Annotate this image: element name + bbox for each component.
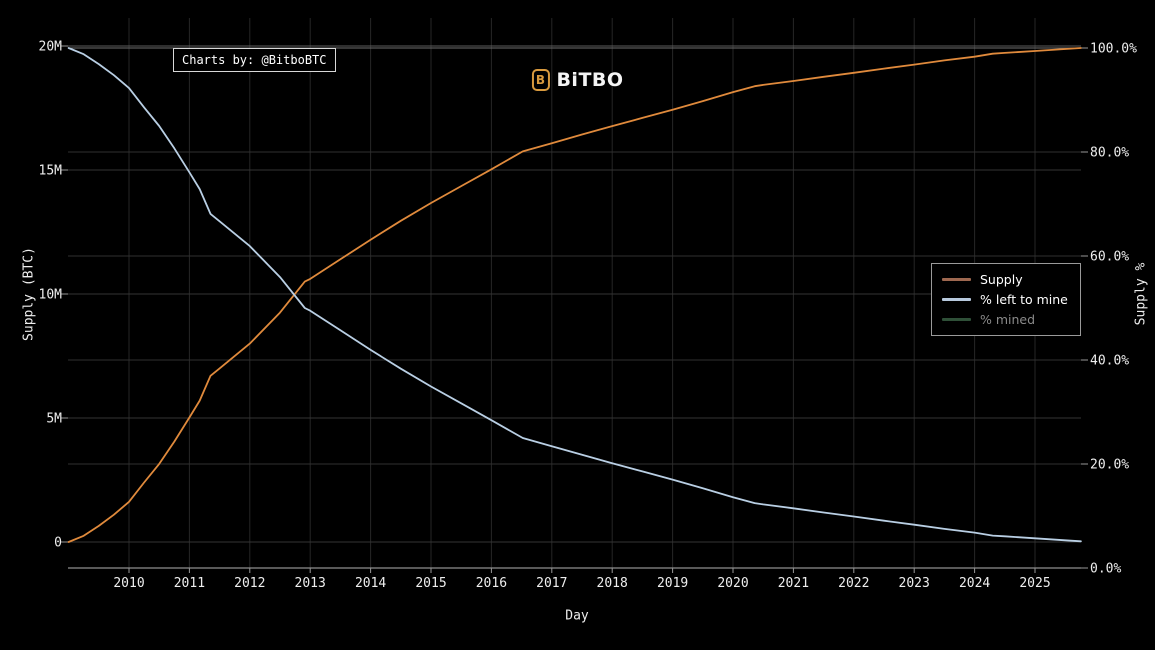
pct-left-to-mine-line: [67, 47, 1082, 543]
x-axis-tick-label: 2014: [355, 576, 386, 591]
legend-label: % mined: [980, 312, 1036, 327]
x-axis-tick-label: 2011: [174, 576, 205, 591]
x-axis-tick-label: 2025: [1019, 576, 1050, 591]
left-axis-tick-label: 15M: [39, 164, 63, 179]
legend-line-swatch: [942, 298, 971, 301]
x-axis-title: Day: [565, 608, 589, 624]
right-axis-tick-label: 100.0%: [1090, 42, 1137, 57]
x-axis-tick-label: 2019: [657, 576, 688, 591]
supply-line: [67, 47, 1082, 543]
x-axis-tick-label: 2020: [717, 576, 748, 591]
x-axis-tick-label: 2015: [415, 576, 446, 591]
x-axis-tick-label: 2013: [295, 576, 326, 591]
bitbo-logo-text: BiTBO: [556, 69, 624, 91]
legend-label: % left to mine: [980, 292, 1068, 307]
legend: Supply % left to mine % mined: [931, 263, 1081, 336]
legend-item-supply[interactable]: Supply: [942, 271, 1068, 288]
x-axis-tick-label: 2023: [899, 576, 930, 591]
legend-line-swatch: [942, 318, 971, 321]
x-axis-tick-label: 2010: [113, 576, 144, 591]
right-axis-tick-label: 40.0%: [1090, 354, 1129, 369]
legend-item-left-to-mine[interactable]: % left to mine: [942, 291, 1068, 308]
right-axis-tick-label: 60.0%: [1090, 250, 1129, 265]
right-axis-tick-label: 0.0%: [1090, 562, 1121, 577]
right-axis-tick-label: 80.0%: [1090, 146, 1129, 161]
left-axis-tick-label: 0: [54, 536, 62, 551]
x-axis-tick-label: 2016: [476, 576, 507, 591]
x-axis-tick-label: 2021: [778, 576, 809, 591]
right-axis-title: Supply %: [1133, 262, 1149, 326]
right-axis-tick-label: 20.0%: [1090, 458, 1129, 473]
x-axis-tick-label: 2022: [838, 576, 869, 591]
bitcoin-b-icon: B: [531, 69, 550, 91]
x-axis-tick-label: 2012: [234, 576, 265, 591]
watermark-text: Charts by: @BitboBTC: [182, 53, 327, 67]
x-axis-tick-label: 2017: [536, 576, 567, 591]
watermark-box: Charts by: @BitboBTC: [173, 48, 336, 72]
left-axis-tick-label: 10M: [39, 288, 63, 303]
x-axis-tick-label: 2018: [597, 576, 628, 591]
x-axis-tick-label: 2024: [959, 576, 990, 591]
legend-line-swatch: [942, 278, 971, 281]
left-axis-tick-label: 5M: [46, 412, 62, 427]
legend-label: Supply: [980, 272, 1023, 287]
legend-item-mined[interactable]: % mined: [942, 311, 1068, 328]
left-axis-title: Supply (BTC): [21, 247, 37, 341]
bitbo-logo: B BiTBO: [531, 69, 623, 91]
left-axis-tick-label: 20M: [39, 40, 63, 55]
